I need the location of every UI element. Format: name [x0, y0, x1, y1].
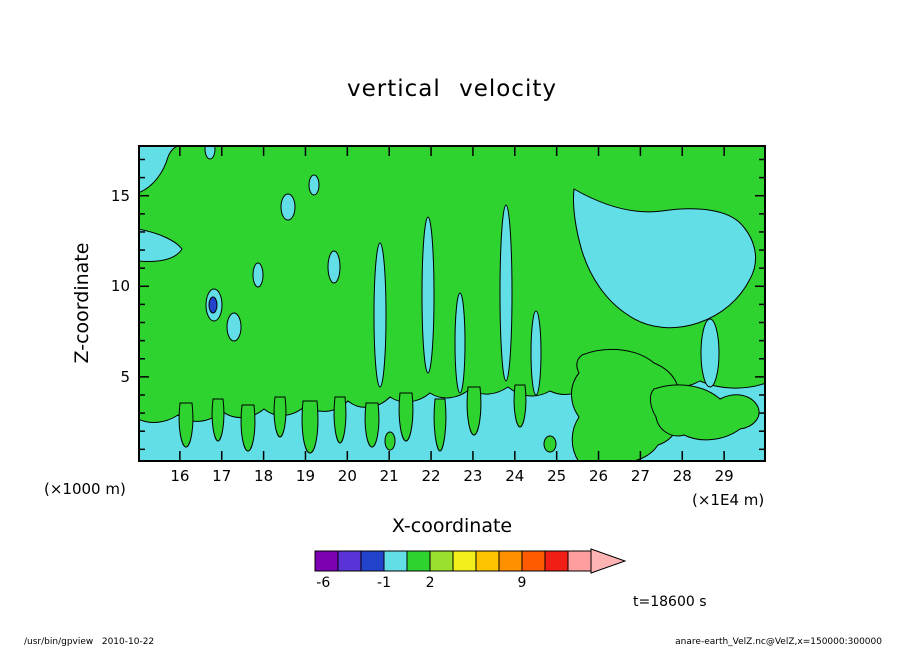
- green-subregions: [178, 349, 760, 463]
- cyan-streak: [530, 310, 542, 396]
- colorbar-cell: [429, 550, 454, 572]
- chart-title: vertical velocity: [347, 76, 557, 102]
- colorbar-cells: [314, 550, 592, 572]
- colorbar-cell: [314, 550, 339, 572]
- x-tick-label: 22: [421, 467, 441, 485]
- x-tick-label: 20: [337, 467, 357, 485]
- x-tick-label: 24: [505, 467, 525, 485]
- cyan-left-wedge: [137, 228, 183, 262]
- colorbar-cell: [452, 550, 477, 572]
- colorbar-cell: [383, 550, 408, 572]
- x-tick-label: 17: [212, 467, 232, 485]
- green-island: [384, 431, 396, 451]
- cyan-hole: [204, 138, 216, 160]
- green-finger: [333, 396, 347, 444]
- green-finger: [398, 392, 414, 442]
- green-finger: [433, 398, 447, 452]
- negative-anomaly: [205, 288, 223, 322]
- green-finger: [240, 404, 256, 452]
- colorbar-cell: [521, 550, 546, 572]
- colorbar-cell: [567, 550, 592, 572]
- footer-command: /usr/bin/gpview 2010-10-22: [24, 637, 155, 647]
- colorbar-arrow: [590, 548, 627, 574]
- green-finger: [178, 402, 194, 448]
- x-tick-label: 28: [672, 467, 692, 485]
- plot-area: [137, 138, 767, 463]
- colorbar-tick-label: -6: [316, 575, 331, 591]
- y-axis-unit: (×1000 m): [44, 480, 126, 498]
- green-finger: [466, 386, 482, 436]
- green-region-bottom-right: [649, 384, 760, 441]
- y-tick-label: 5: [120, 367, 130, 386]
- footer-datasource: anare-earth_VelZ.nc@VelZ,x=150000:300000: [675, 637, 882, 647]
- time-annotation: t=18600 s: [633, 594, 707, 610]
- axis-ticks: [140, 147, 764, 460]
- x-axis-unit: (×1E4 m): [692, 491, 765, 509]
- cyan-streak: [373, 242, 387, 388]
- cyan-hole: [252, 262, 264, 288]
- x-tick-label: 25: [547, 467, 567, 485]
- y-tick-label: 15: [110, 186, 130, 205]
- contour-plot: [137, 138, 767, 463]
- cyan-hole: [280, 193, 296, 221]
- colorbar-tick-label: 2: [425, 575, 435, 591]
- y-tick-labels: 5 10 15: [88, 145, 130, 462]
- green-finger: [513, 384, 527, 428]
- green-finger: [364, 402, 380, 448]
- x-tick-label: 27: [630, 467, 650, 485]
- plot-frame: [138, 145, 766, 462]
- cyan-hole: [308, 174, 320, 196]
- cyan-hole: [327, 250, 341, 284]
- colorbar-cell: [475, 550, 500, 572]
- cyan-streak: [454, 292, 466, 394]
- colorbar-cell: [337, 550, 362, 572]
- x-tick-label: 19: [295, 467, 315, 485]
- y-tick-label: 10: [110, 277, 130, 296]
- green-finger: [273, 396, 287, 438]
- green-island: [543, 435, 557, 453]
- green-finger: [301, 400, 319, 454]
- cyan-holes: [137, 138, 757, 396]
- cyan-hole: [226, 312, 242, 342]
- x-tick-labels: 16 17 18 19 20 21 22 23 24 25 26 27 28 29: [138, 467, 766, 489]
- x-tick-label: 29: [714, 467, 734, 485]
- green-finger: [211, 398, 225, 442]
- colorbar: [314, 548, 627, 574]
- colorbar-cell: [360, 550, 385, 572]
- x-tick-label: 23: [463, 467, 483, 485]
- cyan-gulf-region: [573, 188, 757, 329]
- x-tick-label: 26: [588, 467, 609, 485]
- cyan-streak: [421, 216, 435, 374]
- x-axis-label: X-coordinate: [391, 515, 513, 537]
- colorbar-cell: [544, 550, 569, 572]
- colorbar-cell: [498, 550, 523, 572]
- cyan-neck: [700, 318, 720, 388]
- colorbar-cell: [406, 550, 431, 572]
- cyan-streak: [499, 204, 513, 382]
- dark-blue-minimum: [208, 296, 218, 314]
- colorbar-tick-label: 9: [517, 575, 527, 591]
- green-region-center-right: [571, 349, 680, 463]
- x-tick-label: 16: [170, 467, 190, 485]
- x-tick-label: 18: [254, 467, 274, 485]
- colorbar-tick-labels: -6 -1 2 9: [315, 575, 591, 593]
- x-tick-label: 21: [379, 467, 399, 485]
- colorbar-tick-label: -1: [377, 575, 391, 591]
